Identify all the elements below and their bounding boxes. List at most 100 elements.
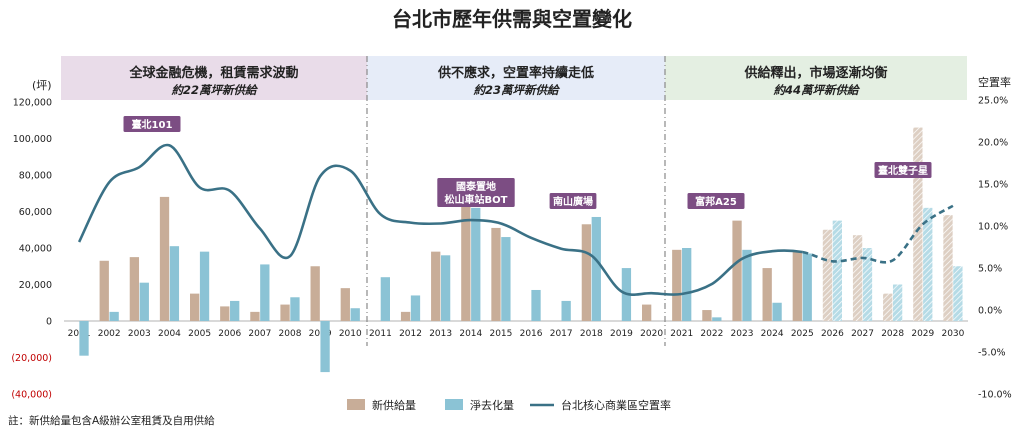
- legend-label: 淨去化量: [470, 398, 514, 412]
- bar-new-supply: [159, 196, 170, 321]
- phase-band: [367, 56, 665, 100]
- bar-net-absorption: [923, 207, 933, 321]
- x-tick: 2017: [550, 329, 573, 339]
- bar-net-absorption: [199, 251, 210, 321]
- bar-new-supply: [400, 311, 411, 321]
- x-tick: 2008: [279, 329, 302, 339]
- x-tick: 2027: [851, 329, 874, 339]
- landmark-text: 國泰置地: [456, 180, 496, 193]
- phase-title: 供給釋出，市場逐漸均衡: [743, 65, 887, 81]
- bar-new-supply: [642, 304, 652, 321]
- y-left-tick: 20,000: [19, 280, 52, 291]
- bar-new-supply: [792, 251, 802, 321]
- landmark-badge: [687, 193, 745, 209]
- y-right-tick: -10.0%: [978, 390, 1012, 401]
- bar-new-supply: [129, 257, 140, 321]
- y-left-axis: 120,000 100,000 80,000 60,000 40,000 20,000 0 (…: [11, 98, 52, 401]
- y-left-tick: (40,000): [11, 390, 52, 401]
- vacancy-line: [77, 143, 954, 297]
- legend-label: 台北核心商業區空置率: [561, 398, 671, 412]
- bar-new-supply: [822, 229, 833, 321]
- bar-new-supply: [581, 224, 592, 321]
- y-right-tick: 20.0%: [978, 138, 1008, 149]
- x-tick: 2003: [128, 329, 151, 339]
- phase-title: 供不應求，空置率持續走低: [437, 65, 594, 81]
- landmark-text: 南山廣場: [553, 195, 593, 208]
- bar-new-supply: [280, 304, 290, 321]
- x-tick: 2012: [399, 329, 422, 339]
- x-tick: 2028: [881, 329, 904, 339]
- y-right-tick: 0.0%: [978, 306, 1002, 317]
- x-tick: 2024: [761, 329, 784, 339]
- bar-net-absorption: [802, 253, 812, 321]
- bar-new-supply: [672, 249, 682, 321]
- bar-net-absorption: [772, 302, 782, 321]
- bar-net-absorption: [350, 308, 360, 321]
- bar-new-supply: [762, 268, 772, 321]
- x-tick: 2030: [941, 329, 964, 339]
- phase-title: 全球金融危機，租賃需求波動: [128, 65, 298, 81]
- bar-new-supply: [99, 260, 109, 321]
- x-tick: 2022: [700, 329, 723, 339]
- bar-net-absorption: [410, 295, 421, 321]
- bar-net-absorption: [139, 282, 149, 321]
- y-left-tick: (20,000): [11, 353, 52, 364]
- bar-new-supply: [461, 189, 471, 321]
- phase-subtitle: 約22萬坪新供給: [170, 83, 259, 97]
- y-left-tick: 40,000: [19, 244, 52, 255]
- bar-net-absorption: [531, 289, 541, 321]
- bar-net-absorption: [471, 207, 481, 321]
- landmark-badge: [549, 193, 597, 209]
- landmark-text: 富邦A25: [695, 195, 737, 208]
- phase-subtitle: 約23萬坪新供給: [472, 83, 561, 97]
- legend-label: 新供給量: [372, 398, 416, 412]
- x-tick: 2020: [640, 329, 663, 339]
- bar-new-supply: [310, 266, 320, 321]
- bar-new-supply: [732, 220, 742, 321]
- bar-new-supply: [883, 293, 893, 321]
- legend-swatch-supply: [347, 399, 365, 410]
- footnote: 註：新供給量包含A級辦公室租賃及自用供給: [8, 414, 215, 427]
- bar-net-absorption: [169, 246, 180, 321]
- bar-new-supply: [431, 251, 441, 321]
- x-tick: 2021: [670, 329, 693, 339]
- y-left-tick: 80,000: [19, 171, 52, 182]
- bar-net-absorption: [320, 321, 330, 373]
- x-tick: 2023: [731, 329, 754, 339]
- legend-item: 新供給量: [347, 398, 416, 412]
- x-tick: 2005: [188, 329, 211, 339]
- x-tick: 2009: [309, 329, 332, 339]
- x-tick: 2026: [821, 329, 844, 339]
- x-tick: 2001: [68, 329, 91, 339]
- bar-net-absorption: [682, 248, 692, 321]
- bar-net-absorption: [953, 266, 963, 321]
- x-tick: 2006: [218, 329, 241, 339]
- x-tick: 2018: [580, 329, 603, 339]
- legend: 新供給量 淨去化量 台北核心商業區空置率: [347, 398, 671, 412]
- bar-net-absorption: [79, 321, 89, 356]
- landmark-text: 臺北101: [132, 118, 173, 131]
- x-tick: 2019: [610, 329, 633, 339]
- bar-new-supply: [852, 235, 863, 321]
- chart-title: 台北市歷年供需與空置變化: [392, 7, 632, 31]
- vacancy-line-actual: [77, 143, 803, 297]
- phase-band: [61, 56, 367, 100]
- landmark-badge: [123, 116, 181, 132]
- bar-new-supply: [190, 293, 200, 321]
- x-tick: 2025: [791, 329, 814, 339]
- bar-new-supply: [913, 127, 923, 321]
- landmark-badge: [437, 178, 515, 207]
- bar-new-supply: [220, 306, 230, 321]
- vacancy-line-forecast: [802, 204, 954, 264]
- x-tick: 2007: [248, 329, 271, 339]
- y-right-tick: -5.0%: [978, 348, 1006, 359]
- bar-new-supply: [491, 227, 501, 321]
- y-right-tick: 15.0%: [978, 180, 1008, 191]
- bar-net-absorption: [290, 297, 300, 321]
